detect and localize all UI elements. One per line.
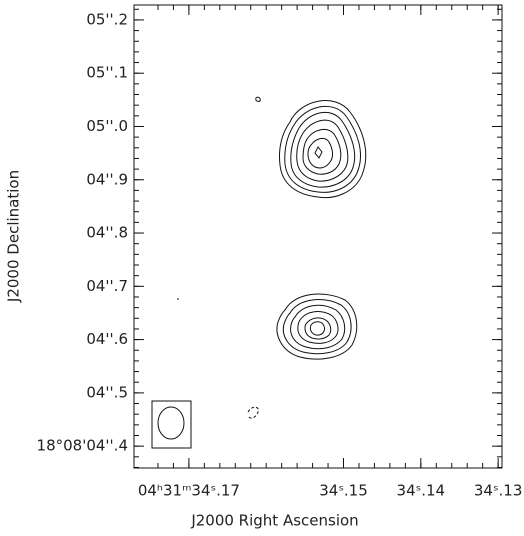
x-axis-title: J2000 Right Ascension — [190, 512, 358, 530]
y-tick-label: 04''.5 — [86, 383, 128, 401]
beam — [151, 400, 192, 449]
contours-south — [177, 293, 358, 419]
y-tick-label: 05''.1 — [86, 64, 128, 82]
y-tick-label: 04''.7 — [86, 277, 128, 295]
x-tick-label: 04ʰ31ᵐ34ˢ.17 — [138, 482, 240, 500]
y-tick-label: 04''.6 — [86, 330, 128, 348]
y-tick-label: 04''.9 — [86, 170, 128, 188]
y-axis-title: J2000 Declination — [5, 170, 23, 303]
plot-frame — [133, 4, 503, 469]
y-tick-label: 05''.2 — [86, 10, 128, 28]
x-tick-label: 34ˢ.15 — [319, 482, 368, 500]
x-tick-label: 34ˢ.14 — [397, 482, 446, 500]
y-tick-label: 05''.0 — [86, 117, 128, 135]
contours-north — [255, 96, 367, 199]
y-tick-label: 04''.8 — [86, 224, 128, 242]
y-tick-label: 18°08'04''.4 — [37, 437, 128, 455]
x-tick-label: 34ˢ.13 — [474, 482, 523, 500]
